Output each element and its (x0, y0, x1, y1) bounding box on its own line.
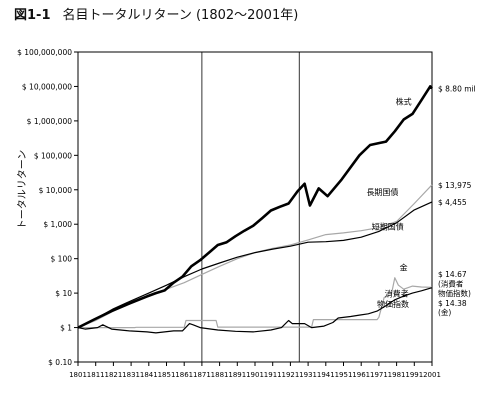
end-value-label: $ 8.80 mil (438, 84, 476, 93)
figure-number: 図1-1 (14, 8, 51, 23)
x-tick-label: 2001 (423, 371, 441, 379)
x-tick-label: 1831 (122, 371, 140, 379)
x-tick-label: 1811 (87, 371, 105, 379)
chart-title: 図1-1 名目トータルリターン (1802～2001年) (14, 4, 298, 23)
x-tick-label: 1921 (281, 371, 299, 379)
x-tick-label: 1841 (140, 371, 158, 379)
end-value-label: $ 14.67 (438, 270, 467, 279)
end-value-label: $ 13,975 (438, 181, 472, 190)
x-tick-label: 1871 (193, 371, 211, 379)
y-tick-label: $ 0.10 (48, 358, 72, 367)
y-tick-label: $ 1 (60, 324, 72, 333)
y-tick-label: $ 10,000,000 (22, 82, 72, 91)
x-tick-label: 1991 (405, 371, 423, 379)
x-tick-label: 1881 (211, 371, 229, 379)
annotation-label: 物価指数 (377, 299, 409, 309)
end-value-label: (消費者 (438, 279, 464, 289)
series-line-株式 (77, 85, 433, 329)
x-tick-label: 1851 (158, 371, 176, 379)
x-tick-label: 1941 (317, 371, 335, 379)
annotation-label: 株式 (396, 96, 412, 106)
title-text: 名目トータルリターン (1802～2001年) (62, 8, 299, 23)
y-tick-label: $ 1,000,000 (27, 117, 73, 126)
x-tick-label: 1901 (246, 371, 264, 379)
annotation-label: 消費者 (385, 288, 409, 298)
x-tick-label: 1931 (299, 371, 317, 379)
end-value-label: 物価指数) (438, 288, 471, 298)
x-tick-label: 1971 (370, 371, 388, 379)
x-tick-label: 1961 (352, 371, 370, 379)
end-value-label: $ 14.38 (438, 299, 467, 308)
annotation-label: 金 (400, 263, 408, 273)
x-tick-label: 1981 (388, 371, 406, 379)
annotation-label: 長期国債 (366, 187, 398, 197)
end-value-label: (金) (438, 307, 451, 317)
series-line-短期国債 (77, 201, 433, 329)
y-tick-label: $ 100,000,000 (17, 48, 72, 57)
x-tick-label: 1911 (264, 371, 282, 379)
annotation-label: 短期国債 (372, 222, 404, 232)
x-tick-label: 1821 (104, 371, 122, 379)
series-line-金 (78, 277, 433, 329)
x-tick-label: 1801 (69, 371, 87, 379)
y-tick-label: $ 100 (51, 255, 73, 264)
y-tick-label: $ 1,000 (43, 220, 72, 229)
end-value-label: $ 4,455 (438, 198, 467, 207)
y-tick-label: $ 10 (55, 289, 72, 298)
y-tick-label: $ 10,000 (39, 186, 73, 195)
x-tick-label: 1861 (175, 371, 193, 379)
x-tick-label: 1951 (335, 371, 353, 379)
y-tick-label: $ 100,000 (34, 151, 72, 160)
series-line-消費者物価指数 (77, 287, 433, 334)
x-tick-label: 1891 (228, 371, 246, 379)
